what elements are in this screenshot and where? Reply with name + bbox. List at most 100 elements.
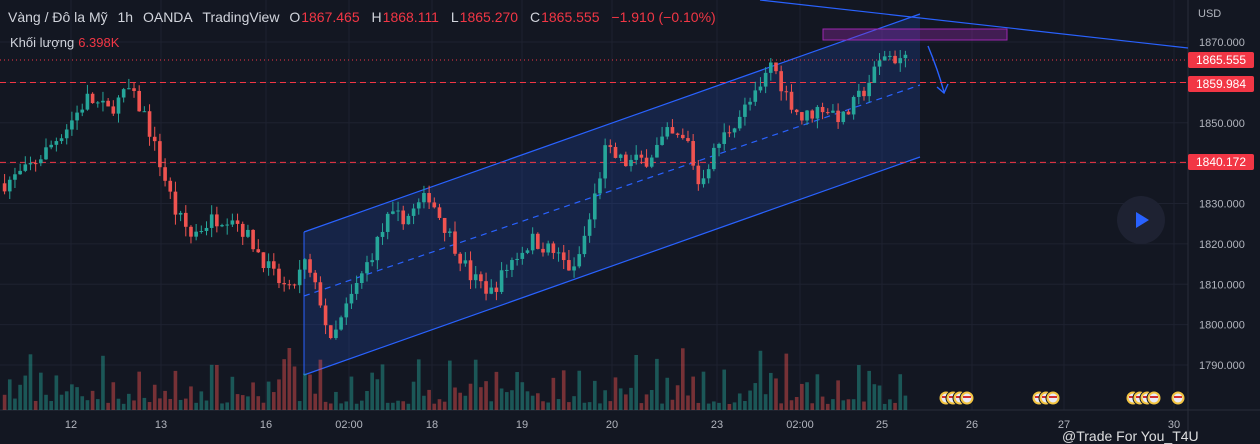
candle-body (877, 60, 882, 67)
candle-body (385, 213, 390, 232)
candle-body (536, 233, 540, 249)
candle-body (127, 88, 131, 90)
volume-bar (515, 372, 519, 410)
ohlc-high-key: H (371, 9, 382, 25)
candle-body (530, 233, 535, 251)
channel-fill (304, 14, 920, 375)
candle-body (712, 147, 716, 170)
candle-body (888, 55, 892, 57)
candle-body (308, 259, 312, 273)
volume-bar (649, 389, 654, 410)
volume-bar (680, 348, 685, 410)
volume-bar (427, 389, 431, 410)
candle-body (893, 55, 897, 64)
symbol-name[interactable]: Vàng / Đô la Mỹ (8, 9, 108, 25)
level-upper-value: 1859.984 (1195, 77, 1247, 91)
candle-body (872, 66, 877, 83)
candle-body (359, 273, 364, 283)
volume-bar (33, 400, 38, 410)
candle-body (717, 143, 721, 148)
candle-body (867, 82, 871, 97)
candle-body (639, 154, 644, 158)
candle-body (618, 154, 623, 158)
interval-label[interactable]: 1h (117, 9, 134, 25)
y-tick-label: 1800.000 (1199, 320, 1245, 332)
ohlc-values: O1867.465 H1868.111 L1865.270 C1865.555 … (289, 9, 723, 25)
channel-upper-line (303, 13, 921, 233)
candle-body (354, 282, 359, 294)
supply-zone (822, 28, 1008, 41)
candle-body (328, 325, 333, 339)
candle-body (375, 236, 380, 261)
y-tick-label: 1810.000 (1199, 279, 1245, 291)
candle-body (851, 96, 856, 115)
candle-body (753, 90, 758, 102)
candle-body (624, 154, 628, 167)
volume-bar (551, 377, 556, 410)
candle-body (23, 164, 28, 171)
volume-bar (686, 395, 690, 410)
volume-bar (691, 376, 695, 410)
volume-bar (825, 403, 830, 410)
volume-bar (851, 399, 856, 410)
x-tick-label: 19 (516, 419, 528, 431)
watermark-text: @Trade For You_T4U (1062, 428, 1199, 444)
candle-body (39, 159, 43, 164)
candle-body (256, 249, 261, 253)
candle-body (644, 157, 649, 167)
volume-bar (127, 393, 131, 410)
volume-bar (411, 381, 416, 410)
volume-bar (670, 399, 675, 410)
projection-arrowhead (936, 83, 949, 95)
candle-body (515, 258, 519, 261)
candle-body (805, 110, 809, 121)
candle-body (7, 179, 12, 192)
volume-bar (121, 403, 126, 410)
candle-body (158, 141, 162, 168)
play-button[interactable] (1117, 196, 1165, 244)
candle-body (758, 86, 763, 91)
candle-body (411, 208, 416, 216)
candle-body (572, 266, 576, 271)
currency-unit[interactable]: USD (1198, 8, 1222, 20)
x-tick-label: 02:00 (335, 419, 363, 431)
candle-body (13, 174, 17, 180)
candle-body (246, 229, 250, 237)
volume-bar (546, 402, 551, 410)
ohlc-close-key: C (529, 9, 541, 25)
x-tick-label: 26 (966, 419, 978, 431)
volume-bar (240, 395, 245, 410)
volume-bar (297, 401, 302, 410)
volume-bar (877, 385, 882, 410)
candle-body (836, 110, 840, 123)
volume-bar (422, 395, 426, 410)
volume-bar (510, 390, 514, 410)
ohlc-open-key: O (289, 9, 301, 25)
volume-bar (313, 393, 318, 410)
x-tick-label: 02:00 (786, 419, 814, 431)
volume-bar (820, 396, 825, 410)
volume-bar (732, 402, 737, 410)
candle-body (95, 102, 100, 104)
volume-bar (862, 401, 866, 410)
volume-bar (287, 347, 292, 410)
level-tag-upper: 1859.984 (1188, 76, 1254, 92)
volume-bar (209, 364, 214, 410)
volume-bar (142, 397, 147, 410)
volume-bar (717, 402, 721, 410)
volume-bar (784, 353, 789, 410)
volume-bar (116, 398, 121, 410)
volume-bar (7, 379, 12, 410)
volume-bar (903, 395, 908, 410)
candle-body (743, 104, 747, 117)
volume-legend: Khối lượng 6.398K (10, 35, 119, 50)
volume-bar (789, 400, 794, 410)
candle-body (142, 111, 147, 113)
ohlc-close-value: 1865.555 (541, 9, 600, 25)
candle-body (779, 71, 783, 92)
candle-body (706, 169, 711, 179)
candle-body (484, 281, 488, 294)
candle-body (178, 212, 183, 215)
